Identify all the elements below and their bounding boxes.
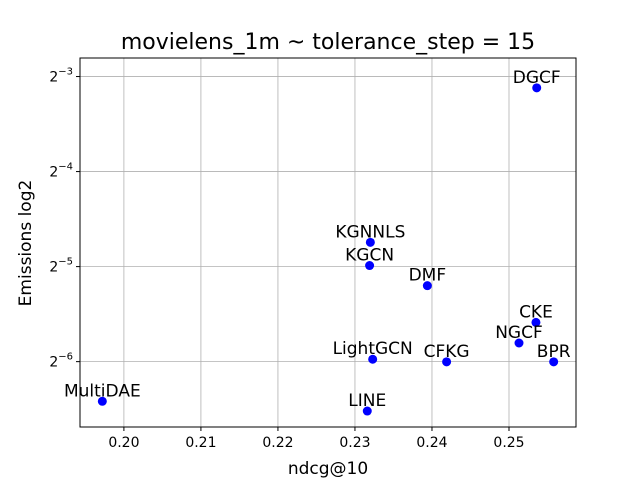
- data-point-label: NGCF: [495, 323, 543, 343]
- data-point: [368, 354, 378, 364]
- x-tick-label: 0.21: [185, 435, 216, 451]
- x-tick-label: 0.23: [339, 435, 370, 451]
- data-point: [531, 317, 541, 327]
- x-tick-label: 0.22: [262, 435, 293, 451]
- y-tick-label: 2−6: [49, 352, 73, 371]
- y-tick-label: 2−4: [49, 162, 73, 181]
- data-point: [365, 237, 375, 247]
- data-point-label: CKE: [519, 302, 553, 322]
- x-tick-label: 0.24: [416, 435, 447, 451]
- x-tick-label: 0.20: [108, 435, 139, 451]
- data-point-label: CFKG: [424, 342, 470, 362]
- grid-layer: [80, 58, 576, 427]
- y-axis-label: Emissions log2: [16, 180, 36, 307]
- ticks-layer: 0.20 0.21 0.22 0.23 0.24 0.25 2−3 2−4 2−5 2−6: [49, 67, 524, 451]
- data-point-label: MultiDAE: [64, 381, 141, 401]
- data-point: [549, 357, 559, 367]
- data-point: [442, 357, 452, 367]
- data-point: [514, 338, 524, 348]
- data-point-label: DMF: [409, 266, 447, 286]
- x-axis-label: ndcg@10: [288, 459, 368, 479]
- data-point-label: KGCN: [345, 246, 394, 266]
- data-point: [97, 396, 107, 406]
- x-tick-label: 0.25: [493, 435, 524, 451]
- data-point: [365, 261, 375, 271]
- data-point: [422, 281, 432, 291]
- y-tick-label: 2−3: [49, 67, 73, 86]
- data-point: [362, 406, 372, 416]
- plot-frame: [79, 57, 577, 428]
- data-point: [532, 83, 542, 93]
- y-tick-label: 2−5: [49, 257, 73, 276]
- data-point-label: LightGCN: [333, 339, 413, 359]
- chart-title: movielens_1m ~ tolerance_step = 15: [121, 30, 535, 55]
- data-point-label: DGCF: [513, 68, 561, 88]
- data-point-label: BPR: [537, 342, 571, 362]
- data-point-label: KGNNLS: [335, 222, 405, 242]
- data-point-label: LINE: [348, 391, 386, 411]
